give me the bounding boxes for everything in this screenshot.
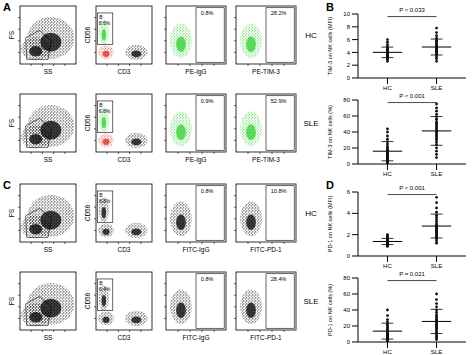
svg-text:PD-1 on NK cells (%): PD-1 on NK cells (%) (327, 284, 333, 336)
svg-text:TIM-3 on NK cells (MFI): TIM-3 on NK cells (MFI) (327, 17, 333, 76)
svg-text:CD3: CD3 (117, 156, 130, 163)
svg-text:HC: HC (305, 209, 317, 218)
svg-text:80: 80 (343, 97, 350, 103)
svg-text:B: B (99, 13, 103, 20)
svg-text:CD3: CD3 (117, 68, 130, 75)
svg-text:6.4%: 6.4% (99, 286, 111, 292)
svg-text:P < 0.001: P < 0.001 (399, 185, 425, 191)
svg-text:PD-1 on NK cells (MFI): PD-1 on NK cells (MFI) (327, 196, 333, 253)
svg-text:0.9%: 0.9% (201, 98, 214, 104)
svg-text:4: 4 (347, 50, 351, 56)
svg-text:SS: SS (44, 156, 53, 163)
svg-text:6: 6 (347, 189, 351, 195)
svg-text:B: B (99, 191, 103, 198)
svg-text:HC: HC (383, 349, 392, 354)
svg-text:SS: SS (44, 68, 53, 75)
svg-text:40: 40 (343, 307, 350, 313)
svg-text:2: 2 (347, 232, 351, 238)
svg-text:PE-TIM-3: PE-TIM-3 (252, 68, 280, 75)
svg-text:8: 8 (347, 24, 351, 30)
svg-text:0.8%: 0.8% (201, 10, 214, 16)
svg-text:HC: HC (305, 31, 317, 40)
svg-text:P < 0.001: P < 0.001 (399, 93, 425, 99)
svg-text:C: C (3, 179, 11, 191)
svg-text:0.8%: 0.8% (201, 276, 214, 282)
svg-text:HC: HC (383, 171, 392, 176)
svg-text:SLE: SLE (431, 349, 442, 354)
svg-text:52.9%: 52.9% (271, 98, 287, 104)
svg-text:CD3: CD3 (117, 334, 130, 341)
svg-text:HC: HC (383, 85, 392, 90)
svg-text:4: 4 (347, 210, 351, 216)
svg-text:6.8%: 6.8% (99, 108, 111, 114)
svg-text:20: 20 (343, 145, 350, 151)
svg-text:B: B (99, 279, 103, 286)
svg-text:CD56: CD56 (84, 292, 91, 309)
svg-text:PE-IgG: PE-IgG (185, 156, 206, 164)
svg-text:0: 0 (347, 339, 351, 345)
svg-text:P = 0.021: P = 0.021 (399, 271, 425, 277)
svg-text:FITC-IgG: FITC-IgG (182, 334, 209, 342)
svg-text:FS: FS (8, 296, 15, 305)
svg-text:SS: SS (44, 246, 53, 253)
svg-text:60: 60 (343, 291, 350, 297)
svg-text:TIM-3 on NK cells (%): TIM-3 on NK cells (%) (327, 105, 333, 159)
svg-text:FITC-PD-1: FITC-PD-1 (250, 246, 282, 253)
svg-text:CD3: CD3 (117, 246, 130, 253)
svg-text:SLE: SLE (303, 297, 318, 306)
svg-text:8.8%: 8.8% (99, 198, 111, 204)
svg-text:SS: SS (44, 334, 53, 341)
svg-text:40: 40 (343, 129, 350, 135)
svg-text:CD56: CD56 (84, 204, 91, 221)
svg-text:10: 10 (343, 11, 350, 17)
svg-text:0: 0 (347, 75, 351, 81)
svg-text:FS: FS (8, 30, 15, 39)
svg-text:28.4%: 28.4% (271, 276, 287, 282)
svg-text:0: 0 (347, 253, 351, 259)
svg-text:10.8%: 10.8% (271, 188, 287, 194)
svg-text:A: A (3, 1, 11, 13)
svg-text:B: B (99, 101, 103, 108)
svg-text:FS: FS (8, 118, 15, 127)
svg-text:0.8%: 0.8% (201, 188, 214, 194)
svg-text:CD56: CD56 (84, 26, 91, 43)
svg-text:0: 0 (347, 161, 351, 167)
svg-text:FITC-PD-1: FITC-PD-1 (250, 334, 282, 341)
svg-text:SLE: SLE (431, 171, 442, 176)
svg-text:28.2%: 28.2% (271, 10, 287, 16)
html-text:B: B (326, 1, 334, 13)
svg-text:HC: HC (383, 263, 392, 268)
svg-text:P < 0.033: P < 0.033 (399, 7, 425, 13)
svg-text:FS: FS (8, 208, 15, 217)
svg-text:PE-TIM-3: PE-TIM-3 (252, 156, 280, 163)
svg-text:60: 60 (343, 113, 350, 119)
svg-text:SLE: SLE (303, 119, 318, 128)
svg-text:8.6%: 8.6% (99, 20, 111, 26)
svg-text:6: 6 (347, 37, 351, 43)
svg-text:SLE: SLE (431, 263, 442, 268)
svg-text:20: 20 (343, 323, 350, 329)
svg-text:80: 80 (343, 275, 350, 281)
html-text:D: D (326, 179, 334, 191)
svg-text:CD56: CD56 (84, 114, 91, 131)
svg-text:SLE: SLE (431, 85, 442, 90)
svg-text:2: 2 (347, 62, 351, 68)
svg-text:FITC-IgG: FITC-IgG (182, 246, 209, 254)
svg-text:PE-IgG: PE-IgG (185, 68, 206, 76)
